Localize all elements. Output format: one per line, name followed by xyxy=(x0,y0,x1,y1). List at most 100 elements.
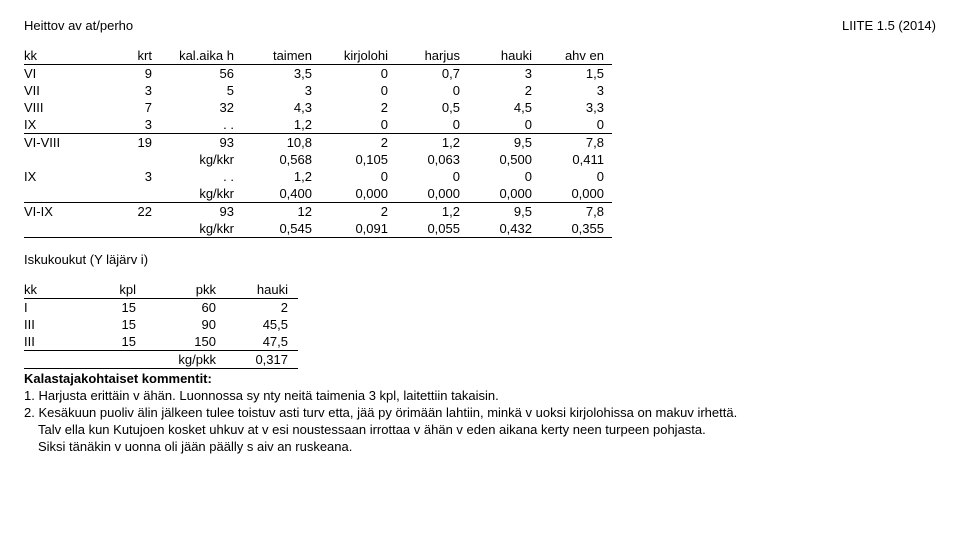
comments-title: Kalastajakohtaiset kommentit: xyxy=(24,371,936,386)
table-header: hauki xyxy=(226,281,298,299)
page-title-right: LIITE 1.5 (2014) xyxy=(842,18,936,33)
table-row: I15602 xyxy=(24,299,298,317)
table-cell: 19 xyxy=(88,134,170,152)
table-cell: 7 xyxy=(88,99,170,116)
table-cell: 0,400 xyxy=(244,185,320,203)
table-cell: 60 xyxy=(154,299,226,317)
table-cell: 93 xyxy=(170,203,244,221)
table-cell: . . xyxy=(170,116,244,134)
table-row: kg/kkr0,4000,0000,0000,0000,000 xyxy=(24,185,612,203)
comment-line: Talv ella kun Kutujoen kosket uhkuv at v… xyxy=(24,422,936,437)
table-cell: 1,2 xyxy=(244,116,320,134)
table-cell: 1,2 xyxy=(396,134,468,152)
table-cell: 2 xyxy=(320,99,396,116)
table-cell xyxy=(24,351,80,369)
table-cell: IX xyxy=(24,116,88,134)
table-cell: VIII xyxy=(24,99,88,116)
comment-line: 2. Kesäkuun puoliv älin jälkeen tulee to… xyxy=(24,405,936,420)
table-cell: 45,5 xyxy=(226,316,298,333)
table-cell: kg/kkr xyxy=(170,220,244,238)
table-header: krt xyxy=(88,47,170,65)
comments-block: Kalastajakohtaiset kommentit: 1. Harjust… xyxy=(24,371,936,454)
table-cell: . . xyxy=(170,168,244,185)
table-row: kg/kkr0,5680,1050,0630,5000,411 xyxy=(24,151,612,168)
table-cell: 90 xyxy=(154,316,226,333)
table-cell: 3 xyxy=(88,116,170,134)
table-cell: 0,105 xyxy=(320,151,396,168)
table-cell: 3 xyxy=(244,82,320,99)
table-row: VI-VIII199310,821,29,57,8 xyxy=(24,134,612,152)
comment-line: Siksi tänäkin v uonna oli jään päälly s … xyxy=(24,439,936,454)
table-cell: 0,000 xyxy=(396,185,468,203)
table-cell: 0 xyxy=(320,82,396,99)
table-cell: 0,000 xyxy=(468,185,540,203)
table-cell: 3 xyxy=(88,168,170,185)
table-cell: 0 xyxy=(320,116,396,134)
table-row: kg/kkr0,5450,0910,0550,4320,355 xyxy=(24,220,612,238)
table-cell xyxy=(80,351,154,369)
table-cell: 1,2 xyxy=(244,168,320,185)
table-cell: III xyxy=(24,333,80,351)
table-cell: 7,8 xyxy=(540,134,612,152)
table-cell: 7,8 xyxy=(540,203,612,221)
table-row: IX3. .1,20000 xyxy=(24,116,612,134)
table-cell: 0 xyxy=(540,116,612,134)
table-cell: 9,5 xyxy=(468,203,540,221)
table-cell xyxy=(24,151,88,168)
table-cell: 0,5 xyxy=(396,99,468,116)
table-cell: 1,2 xyxy=(396,203,468,221)
table-cell xyxy=(88,151,170,168)
table-cell: 9,5 xyxy=(468,134,540,152)
table-cell: 0,432 xyxy=(468,220,540,238)
table-header: ahv en xyxy=(540,47,612,65)
table-header: kk xyxy=(24,281,80,299)
table-cell: 93 xyxy=(170,134,244,152)
table-cell: kg/kkr xyxy=(170,185,244,203)
table-cell: 5 xyxy=(170,82,244,99)
table-cell: 15 xyxy=(80,316,154,333)
table-iskukoukut: kkkplpkkhauki I15602III159045,5III151504… xyxy=(24,281,298,369)
table-cell: 0,000 xyxy=(320,185,396,203)
table-row: III1515047,5 xyxy=(24,333,298,351)
table-cell: III xyxy=(24,316,80,333)
table-cell: 0,355 xyxy=(540,220,612,238)
table-header: pkk xyxy=(154,281,226,299)
table-cell: 0 xyxy=(468,116,540,134)
section-title-iskukoukut: Iskukoukut (Y läjärv i) xyxy=(24,252,936,267)
table-row: III159045,5 xyxy=(24,316,298,333)
table-cell: 0 xyxy=(396,168,468,185)
table-cell: 0,317 xyxy=(226,351,298,369)
table-cell xyxy=(24,220,88,238)
table-cell: 0,091 xyxy=(320,220,396,238)
table-cell: 150 xyxy=(154,333,226,351)
table-header: hauki xyxy=(468,47,540,65)
table-cell: 0,500 xyxy=(468,151,540,168)
table-cell: 2 xyxy=(320,203,396,221)
table-cell: VI xyxy=(24,65,88,83)
table-cell: 56 xyxy=(170,65,244,83)
table-cell: 0 xyxy=(396,116,468,134)
table-row: VI9563,500,731,5 xyxy=(24,65,612,83)
table-header: harjus xyxy=(396,47,468,65)
table-cell: VI-IX xyxy=(24,203,88,221)
table-row: IX3. .1,20000 xyxy=(24,168,612,185)
table-header: taimen xyxy=(244,47,320,65)
table-cell: 47,5 xyxy=(226,333,298,351)
table-cell: 0,000 xyxy=(540,185,612,203)
table-cell: I xyxy=(24,299,80,317)
table-cell: 3,5 xyxy=(244,65,320,83)
table-cell: 3 xyxy=(88,82,170,99)
table-cell: 12 xyxy=(244,203,320,221)
table-header: kk xyxy=(24,47,88,65)
table-cell: IX xyxy=(24,168,88,185)
table-cell: 0 xyxy=(540,168,612,185)
table-cell xyxy=(24,185,88,203)
table-cell: 15 xyxy=(80,299,154,317)
table-cell: 9 xyxy=(88,65,170,83)
table-cell: 1,5 xyxy=(540,65,612,83)
table-cell: 0,411 xyxy=(540,151,612,168)
table-cell: 0 xyxy=(396,82,468,99)
table-row: VI-IX22931221,29,57,8 xyxy=(24,203,612,221)
table-cell: kg/kkr xyxy=(170,151,244,168)
table-cell: 10,8 xyxy=(244,134,320,152)
